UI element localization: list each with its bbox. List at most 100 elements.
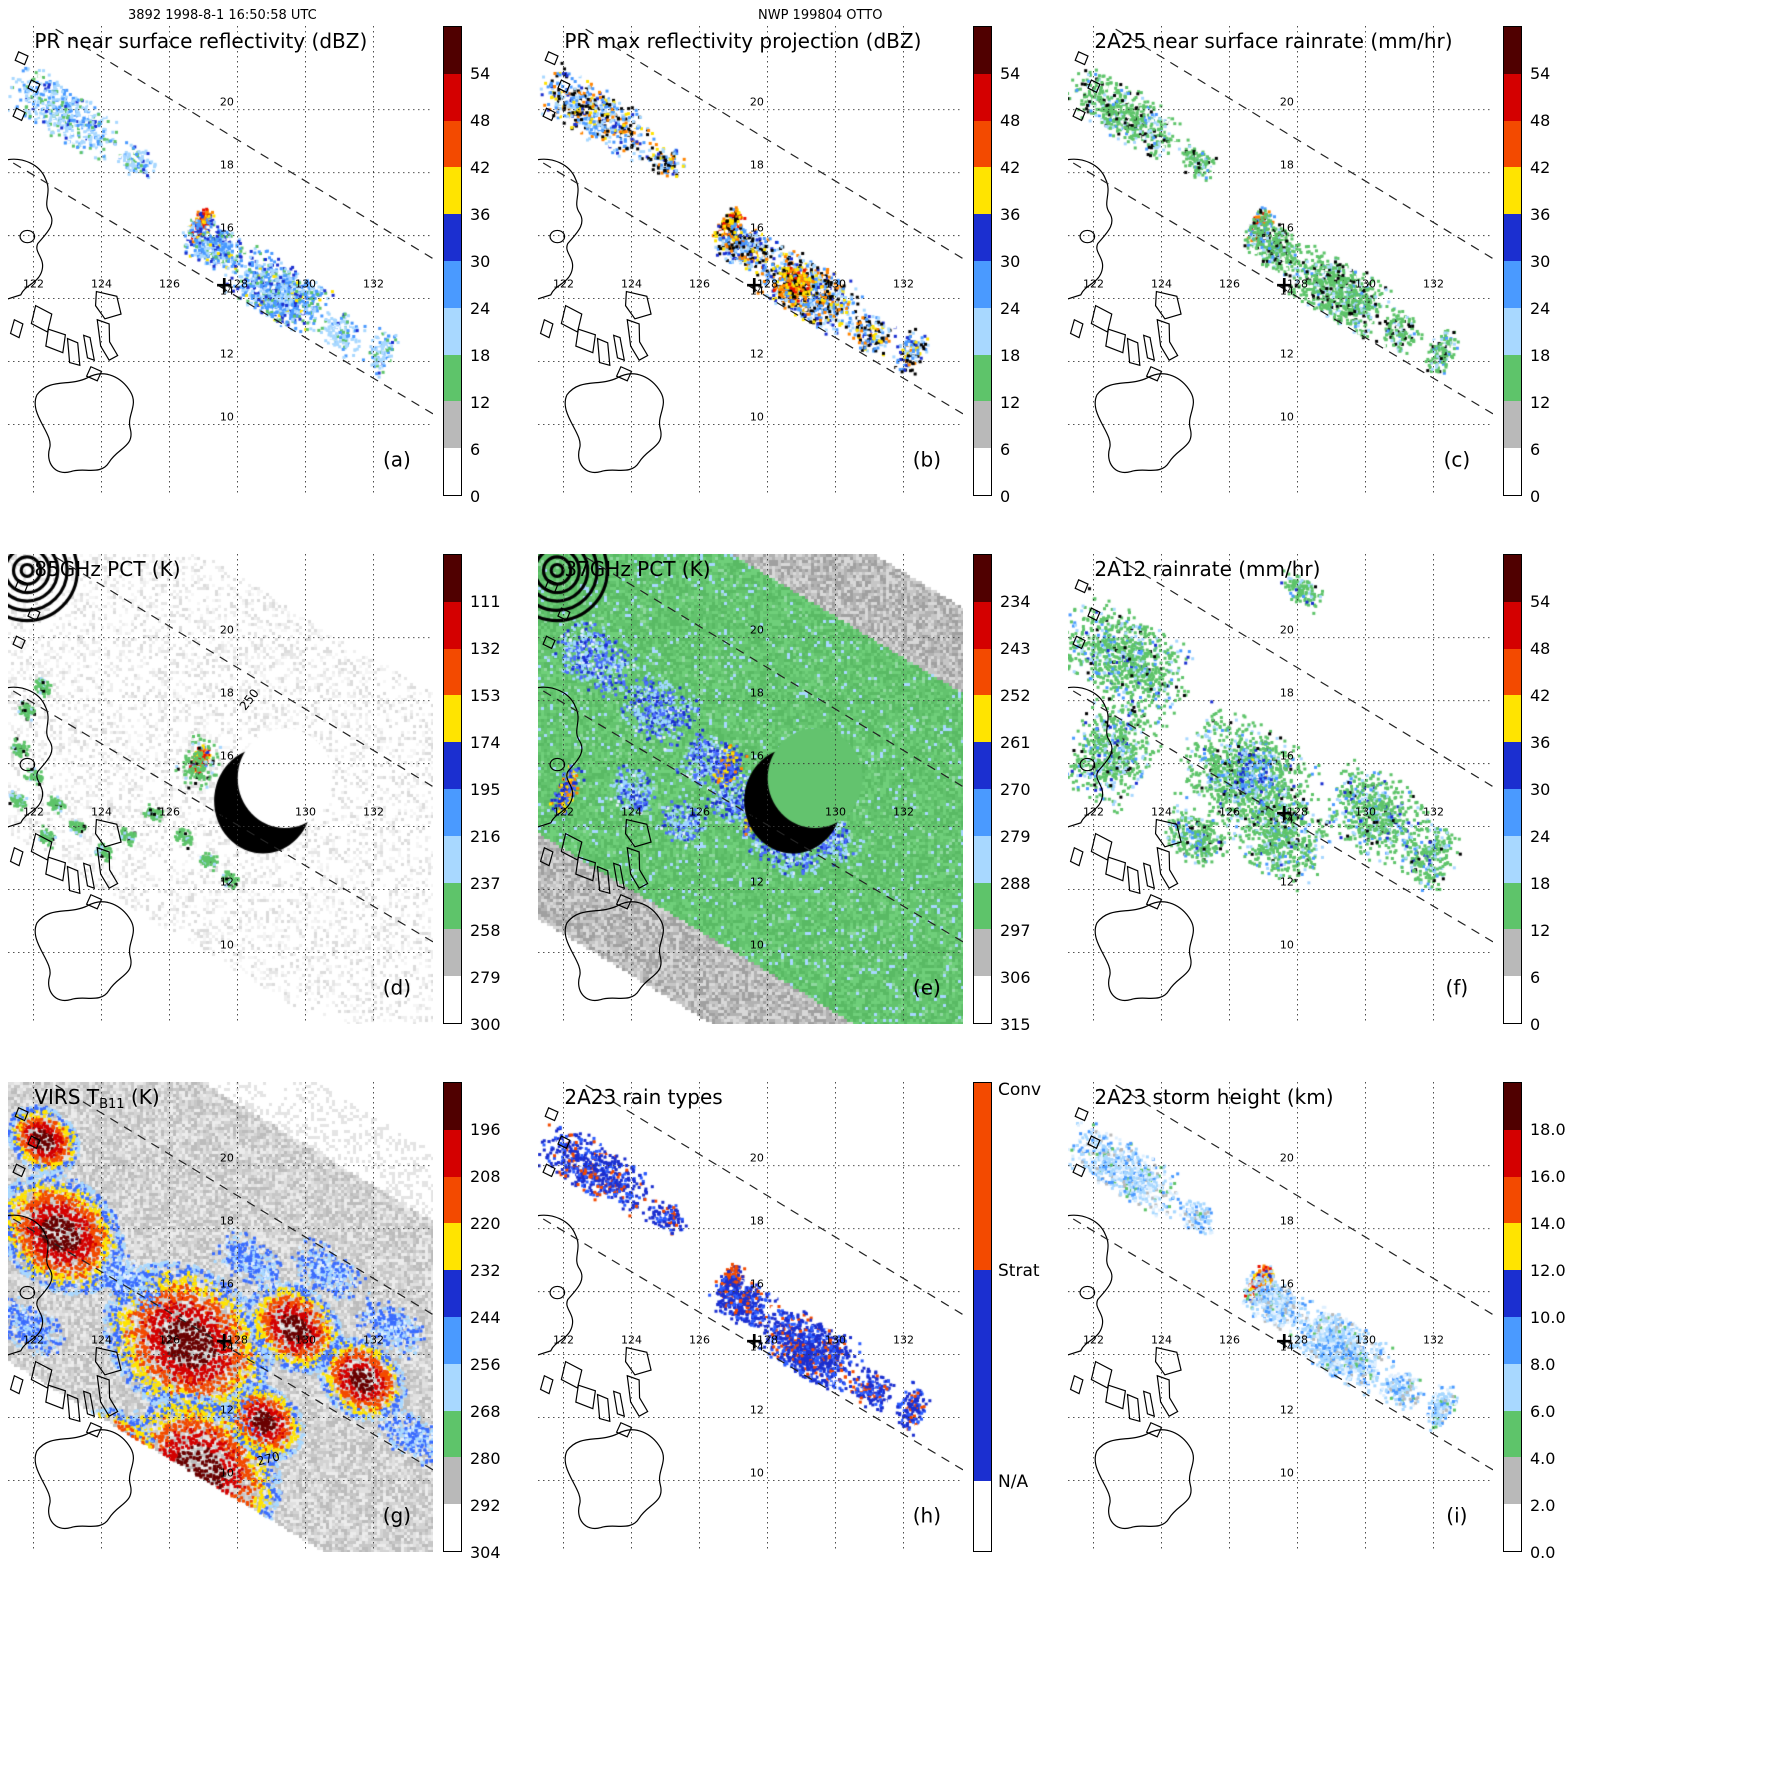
colorbar-scale	[1503, 26, 1522, 496]
graticule-labels: 122 124 126 128 130 132 20 18 16 14 12 10	[553, 624, 914, 952]
colorbar-segment	[974, 1270, 991, 1481]
colorbar-tick: 270	[1000, 780, 1031, 799]
colorbar-segment	[1504, 929, 1521, 977]
colorbar-tick: 132	[470, 639, 501, 658]
lon-label: 124	[621, 1333, 642, 1346]
colorbar-tick: 6.0	[1530, 1402, 1556, 1421]
colorbar-tick: 6	[1000, 440, 1011, 459]
colorbar-segment	[444, 1176, 461, 1224]
panel-letter: (d)	[383, 975, 411, 999]
colorbar-c: 54 48 42 36 30 24 18 12 6 0	[1503, 26, 1598, 506]
lon-label: 128	[227, 1333, 248, 1346]
lon-label: 130	[295, 805, 316, 818]
map-overlay-d: 122 124 126 128 130 132 20 18 16 14 12 10 85GHz PCT …	[8, 554, 433, 1024]
lon-label: 126	[1219, 805, 1240, 818]
lat-label: 10	[220, 411, 234, 424]
swath-edge-lines	[1068, 26, 1493, 415]
colorbar-tick: 24	[1000, 299, 1021, 318]
lon-label: 128	[1287, 805, 1308, 818]
grid-lines	[1068, 26, 1493, 496]
lat-label: 14	[220, 1341, 234, 1354]
colorbar-b: 54 48 42 36 30 24 18 12 6 0	[973, 26, 1068, 506]
colorbar-tick: 42	[1530, 158, 1551, 177]
colorbar-tick: 174	[470, 733, 501, 752]
map-plot-i: 122 124 126 128 130 132 20 18 16 14 12 10 2A23 storm…	[1068, 1082, 1493, 1552]
colorbar-segment	[974, 976, 991, 1023]
colorbar-segment	[444, 1223, 461, 1271]
lat-label: 14	[1280, 813, 1294, 826]
colorbar-tick: 18.0	[1530, 1120, 1566, 1139]
lon-label: 126	[689, 805, 710, 818]
colorbar-tick: 42	[1530, 686, 1551, 705]
colorbar-segment	[1504, 1223, 1521, 1271]
lon-label: 130	[295, 277, 316, 290]
panel-letter: (i)	[1446, 1503, 1467, 1527]
colorbar-segment	[974, 882, 991, 930]
graticule-labels: 122 124 126 128 130 132 20 18 16 14 12 10	[23, 624, 384, 952]
colorbar-segment	[1504, 27, 1521, 74]
colorbar-tick: 10.0	[1530, 1308, 1566, 1327]
colorbar-segment	[1504, 648, 1521, 696]
colorbar-scale	[973, 1082, 992, 1552]
lon-label: 132	[363, 277, 384, 290]
colorbar-tick: 30	[1530, 252, 1551, 271]
lon-label: 132	[893, 1333, 914, 1346]
lat-label: 18	[220, 1215, 234, 1228]
lon-label: 130	[1355, 805, 1376, 818]
lat-label: 12	[1280, 348, 1294, 361]
colorbar-tick: 111	[470, 592, 501, 611]
colorbar-tick: 306	[1000, 968, 1031, 987]
lon-label: 130	[1355, 277, 1376, 290]
lat-label: 18	[1280, 159, 1294, 172]
colorbar-tick: 252	[1000, 686, 1031, 705]
panel-d: 122 124 126 128 130 132 20 18 16 14 12 10 85GHz PCT …	[8, 554, 538, 1044]
colorbar-scale	[1503, 1082, 1522, 1552]
colorbar-category-label: N/A	[998, 1472, 1029, 1492]
colorbar-tick: 6	[470, 440, 481, 459]
graticule-labels: 122 124 126 128 130 132 20 18 16 14 12 10	[553, 96, 914, 424]
colorbar-tick: 24	[1530, 827, 1551, 846]
lon-label: 132	[363, 1333, 384, 1346]
colorbar-segment	[444, 214, 461, 261]
colorbar-tick: 8.0	[1530, 1355, 1556, 1374]
colorbar-tick: 232	[470, 1261, 501, 1280]
lat-label: 16	[1280, 750, 1294, 763]
lon-label: 128	[1287, 277, 1308, 290]
colorbar-scale	[973, 554, 992, 1024]
colorbar-tick: 6	[1530, 968, 1541, 987]
lat-label: 10	[750, 411, 764, 424]
colorbar-segment	[1504, 260, 1521, 308]
lon-label: 122	[23, 805, 44, 818]
colorbar-segment	[1504, 1363, 1521, 1411]
colorbar-tick: 18	[470, 346, 491, 365]
storm-center-marker: +	[215, 800, 234, 826]
grid-lines	[1068, 1082, 1493, 1552]
lon-label: 122	[553, 277, 574, 290]
lon-label: 132	[893, 277, 914, 290]
lat-label: 20	[750, 96, 764, 109]
colorbar-segment	[1504, 1410, 1521, 1458]
colorbar-tick: 300	[470, 1015, 501, 1034]
colorbar-segment	[444, 260, 461, 308]
colorbar-segment	[444, 835, 461, 883]
lat-label: 18	[750, 159, 764, 172]
colorbar-segment	[974, 555, 991, 602]
lon-label: 128	[1287, 1333, 1308, 1346]
colorbar-tick: 6	[1530, 440, 1541, 459]
colorbar-tick: 12.0	[1530, 1261, 1566, 1280]
colorbar-tick: 54	[1530, 64, 1551, 83]
colorbar-segment	[444, 882, 461, 930]
grid-lines	[538, 26, 963, 496]
data-field-c	[1068, 26, 1493, 496]
colorbar-segment	[444, 120, 461, 168]
lon-label: 130	[825, 277, 846, 290]
lon-label: 126	[159, 1333, 180, 1346]
coastline	[538, 52, 663, 473]
orbit-timestamp: 3892 1998-8-1 16:50:58 UTC	[128, 8, 317, 23]
lat-label: 20	[220, 624, 234, 637]
colorbar-segment	[974, 1480, 991, 1551]
colorbar-category-label: Strat	[998, 1261, 1040, 1281]
map-plot-e: 122 124 126 128 130 132 20 18 16 14 12 10 37GHz PCT …	[538, 554, 963, 1024]
colorbar-tick: 315	[1000, 1015, 1031, 1034]
colorbar-tick: 12	[470, 393, 491, 412]
